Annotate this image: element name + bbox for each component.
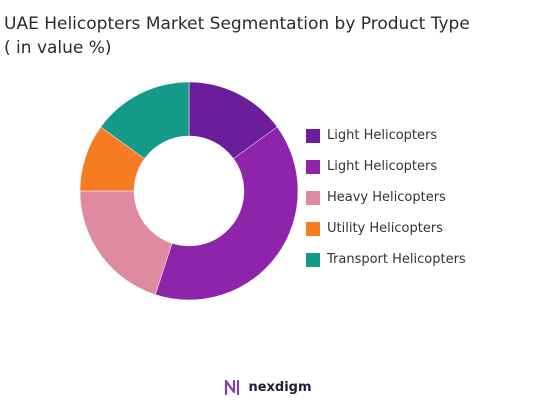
legend-item-2: Light Helicopters	[306, 151, 466, 182]
chart-title-text: UAE Helicopters Market Segmentation by P…	[4, 14, 470, 34]
legend-item-3: Heavy Helicopters	[306, 182, 466, 213]
legend-label: Light Helicopters	[327, 128, 438, 143]
donut-slice-5	[100, 81, 190, 160]
chart-title: UAE Helicopters Market Segmentation by P…	[4, 12, 532, 60]
nexdigm-logo-icon	[225, 379, 240, 396]
legend-item-4: Utility Helicopters	[306, 213, 466, 244]
legend-label: Transport Helicopters	[327, 252, 466, 267]
donut-slice-3	[79, 190, 173, 295]
legend-swatch	[306, 190, 320, 205]
brand-footer: nexdigm	[0, 378, 536, 396]
legend-label: Heavy Helicopters	[327, 190, 446, 205]
brand-name: nexdigm	[248, 379, 312, 395]
legend-item-5: Transport Helicopters	[306, 244, 466, 275]
legend-item-1: Light Helicopters	[306, 120, 466, 151]
legend-label: Utility Helicopters	[327, 221, 443, 236]
chart-subtitle: ( in value %)	[4, 38, 112, 58]
legend-label: Light Helicopters	[327, 159, 438, 174]
legend-swatch	[306, 221, 320, 236]
legend-swatch	[306, 128, 320, 143]
donut-slice-2	[155, 126, 299, 301]
chart-legend: Light Helicopters Light Helicopters Heavy …	[306, 120, 466, 275]
legend-swatch	[306, 252, 320, 267]
legend-swatch	[306, 159, 320, 174]
